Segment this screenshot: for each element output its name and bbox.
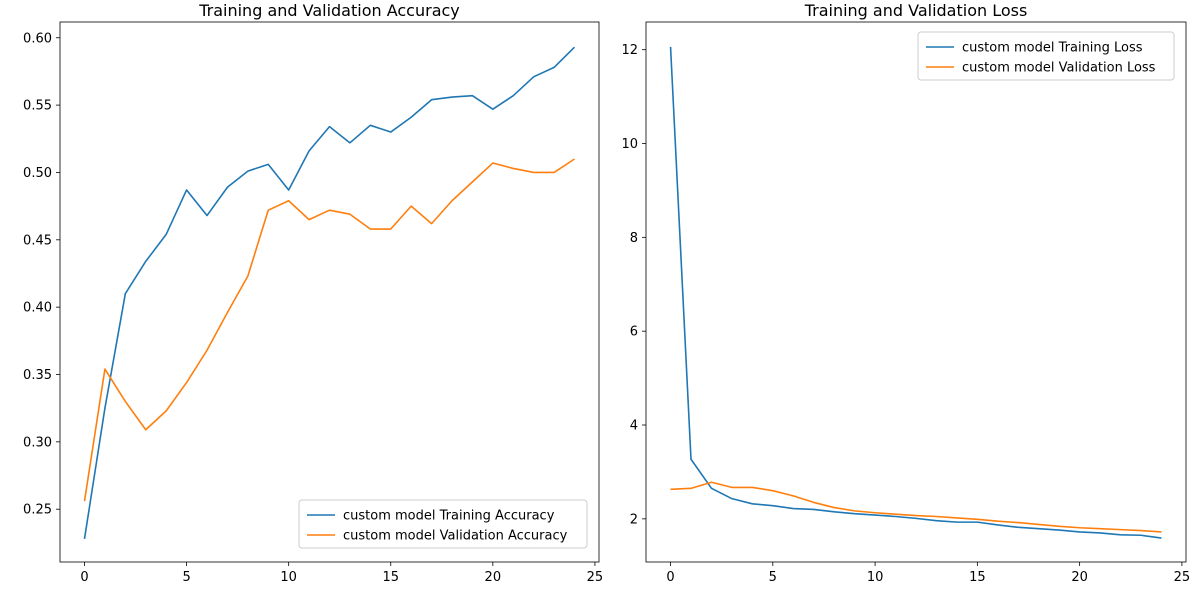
legend: custom model Training Loss custom model V… [917,31,1175,81]
chart-title: Training and Validation Loss [804,1,1028,20]
y-tick-label: 0.25 [23,503,52,518]
y-tick-label: 0.45 [23,233,52,248]
plot-frame [59,21,600,563]
x-tick-label: 10 [280,570,297,585]
y-tick-label: 0.35 [23,368,52,383]
accuracy-chart: Training and Validation Accuracy 0 5 10 15 20… [23,1,603,585]
legend-label: custom model Validation Loss [962,61,1156,76]
legend: custom model Training Accuracy custom mod… [298,499,588,549]
x-tick-label: 15 [382,570,399,585]
y-tick-label: 6 [630,325,638,340]
y-tick-label: 2 [630,512,638,527]
y-tick-label: 0.50 [23,166,52,181]
series-line-1 [83,158,575,502]
series-line-1 [670,481,1162,533]
chart-title: Training and Validation Accuracy [198,1,460,20]
x-tick-label: 20 [1071,570,1088,585]
x-tick-label: 25 [1174,570,1191,585]
x-tick-label: 10 [867,570,884,585]
y-tick-label: 4 [630,419,638,434]
y-tick-label: 0.60 [23,31,52,46]
x-tick-label: 5 [769,570,777,585]
x-tick-label: 15 [969,570,986,585]
series-line-0 [669,46,1162,539]
series-line-0 [83,46,576,539]
y-tick-label: 12 [621,43,638,58]
x-tick-label: 0 [80,570,88,585]
loss-chart: Training and Validation Loss 0 5 10 15 20 25 2 4… [621,1,1190,585]
legend-label: custom model Training Accuracy [343,509,555,524]
y-tick-label: 10 [621,137,638,152]
plot-frame [645,21,1187,563]
x-tick-label: 0 [666,570,674,585]
legend-box [298,499,588,549]
x-tick-label: 20 [485,570,502,585]
legend-label: custom model Validation Accuracy [343,529,568,544]
legend-label: custom model Training Loss [962,41,1143,56]
x-tick-label: 25 [587,570,604,585]
x-tick-label: 5 [182,570,190,585]
y-tick-label: 0.30 [23,435,52,450]
legend-box [917,31,1175,81]
y-tick-label: 0.40 [23,301,52,316]
y-tick-label: 8 [630,231,638,246]
y-tick-label: 0.55 [23,99,52,114]
